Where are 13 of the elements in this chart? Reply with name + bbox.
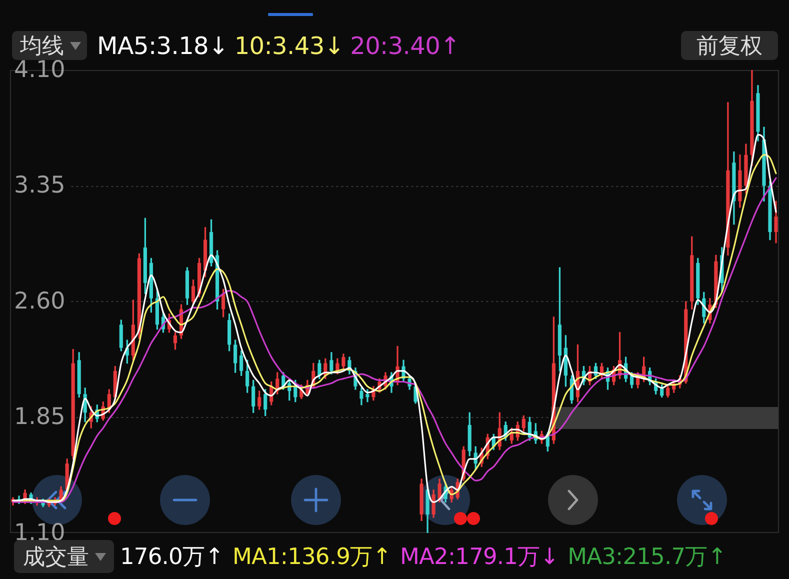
- text: MA2:179.1万↓: [400, 543, 559, 572]
- text: MA1:136.9万↑: [232, 543, 392, 572]
- text: 176.0万↑: [120, 543, 224, 572]
- text: 成交量: [23, 544, 89, 572]
- text: MA5:3.18↓: [97, 32, 228, 60]
- text: 20:3.40↑: [350, 32, 460, 60]
- y-tick-label: 1.85: [14, 404, 66, 430]
- text: 前复权: [681, 31, 778, 60]
- y-tick-label: 3.35: [14, 172, 66, 199]
- y-tick-label: 2.60: [14, 288, 66, 314]
- text: 10:3.43↓: [234, 32, 344, 60]
- y-tick-label: 1.10: [14, 520, 66, 546]
- text: MA3:215.7万↑: [568, 543, 726, 572]
